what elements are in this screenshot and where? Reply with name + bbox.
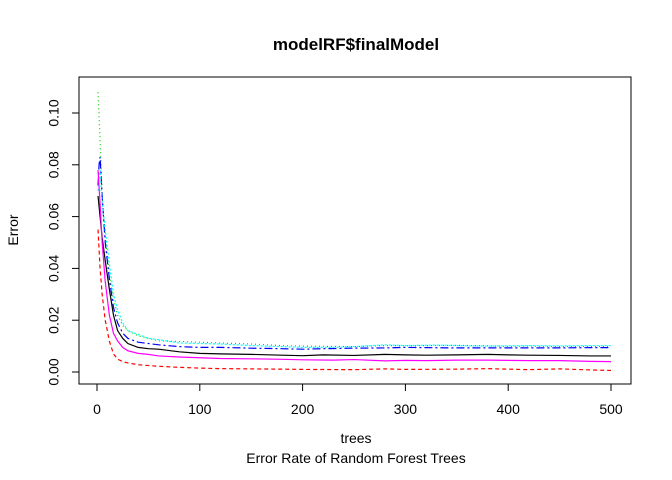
chart-title: modelRF$finalModel: [273, 35, 439, 54]
series-line-4: [97, 156, 611, 350]
series-line-3: [97, 92, 611, 348]
y-tick-label: 0.06: [46, 203, 62, 230]
x-tick-label: 0: [93, 401, 101, 417]
plot-frame: [78, 76, 632, 385]
series-line-2: [97, 229, 612, 372]
y-tick-label: 0.00: [46, 358, 62, 385]
chart-subtitle: Error Rate of Random Forest Trees: [246, 450, 465, 466]
y-tick-label: 0.02: [46, 306, 62, 333]
y-tick-label: 0.08: [46, 151, 62, 178]
series-line-6: [97, 169, 612, 363]
x-tick-label: 500: [599, 401, 623, 417]
y-tick-label: 0.10: [46, 99, 62, 126]
series-line-5: [97, 169, 611, 348]
x-tick-label: 300: [394, 401, 418, 417]
x-axis: 0 100 200 300 400 500: [93, 383, 623, 417]
y-axis: 0.00 0.02 0.04 0.06 0.08 0.10: [46, 99, 80, 386]
y-tick-label: 0.04: [46, 255, 62, 282]
series-line-1: [97, 195, 611, 357]
y-axis-label: Error: [5, 214, 21, 245]
x-tick-label: 100: [188, 401, 212, 417]
x-axis-label: trees: [340, 430, 371, 446]
x-tick-label: 400: [497, 401, 521, 417]
x-tick-label: 200: [291, 401, 315, 417]
series-layer: [97, 92, 612, 372]
